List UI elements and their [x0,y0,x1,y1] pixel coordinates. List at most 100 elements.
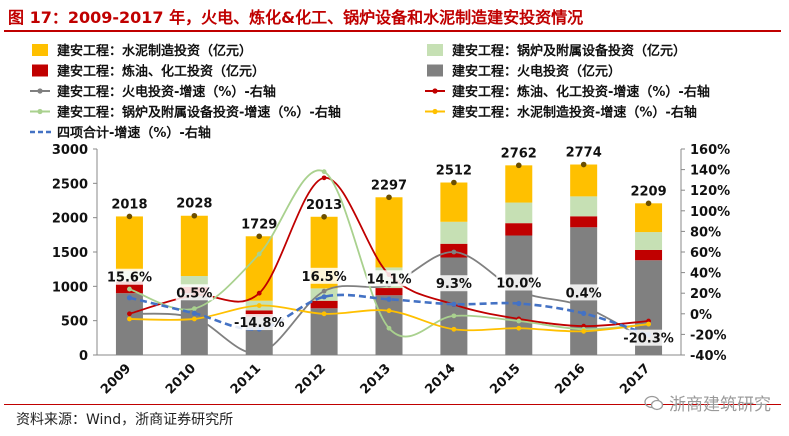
legend-marker-5 [432,88,438,94]
growth-label-bg-2011 [232,314,286,331]
bar-cement-2009 [115,216,143,271]
growth-point-2-2011 [256,251,262,257]
left-tick-label: 500 [61,315,88,330]
bar-cement-2014 [440,182,468,222]
bar-boiler-2017 [635,232,663,250]
bar-power-2013 [375,295,403,355]
right-tick-label: 100% [690,205,730,220]
right-tick-label: 120% [690,184,730,199]
total-label-2011: 1729 [241,217,277,232]
growth-point-2-2010 [191,306,197,312]
bar-cement-2016 [570,164,598,197]
growth-label-2014: 9.3% [436,277,472,292]
bar-cement-2013 [375,197,403,268]
bar-cement-2015 [505,165,533,203]
growth-point-0-2014 [451,249,457,255]
right-tick-label: 20% [690,287,721,302]
total-marker-2017 [645,200,652,207]
growth-point-4-2014 [451,301,457,307]
bar-boiler-2016 [570,196,598,217]
legend-swatch-2 [32,64,48,77]
right-tick-label: -40% [690,349,727,364]
total-label-2017: 2209 [630,184,666,199]
right-tick-label: 40% [690,267,721,282]
growth-point-3-2009 [127,316,132,322]
footer-rule [4,404,781,405]
growth-point-4-2015 [516,300,522,307]
total-marker-2012 [321,213,327,220]
watermark-text: 浙商建筑研究 [669,395,771,415]
legend-label-4: 建安工程：火电投资-增速（%）-右轴 [57,84,276,100]
growth-label-bg-2013 [366,270,412,287]
growth-label-2012: 16.5% [302,270,347,285]
growth-point-4-2009 [126,295,133,301]
legend-label-3: 建安工程：火电投资（亿元） [452,64,621,80]
legend-marker-6 [37,108,43,115]
growth-point-3-2015 [516,325,522,331]
legend-label-8: 四项合计-增速（%）-右轴 [57,125,211,141]
legend-label-2: 建安工程：炼油、化工投资（亿元） [57,64,265,80]
bar-refining-2013 [375,288,403,296]
total-label-2010: 2028 [176,197,212,212]
bar-refining-2011 [245,310,273,317]
growth-point-3-2016 [581,328,587,334]
growth-label-bg-2017 [622,329,675,346]
total-label-2013: 2297 [371,178,407,193]
bar-refining-2012 [310,300,338,309]
x-category-label-2014: 2014 [423,361,459,397]
bar-boiler-2014 [440,221,468,244]
growth-point-3-2010 [191,316,197,322]
growth-label-2015: 10.0% [496,277,541,292]
total-label-2009: 2018 [111,197,147,212]
bar-power-2009 [115,293,143,355]
bar-refining-2016 [570,216,598,228]
legend-swatch-3 [427,64,443,77]
bar-cement-2011 [245,236,273,301]
source-note: 资料来源：Wind，浙商证券研究所 [16,412,234,428]
legend-marker-4 [37,88,43,94]
growth-label-bg-2010 [175,284,213,301]
total-marker-2013 [386,194,392,201]
growth-point-4-2010 [191,310,197,316]
growth-point-3-2014 [451,326,457,332]
left-tick-label: 3000 [52,143,88,158]
left-tick-label: 2000 [52,212,88,227]
total-marker-2009 [126,213,133,220]
bar-boiler-2015 [505,202,533,224]
growth-point-2-2015 [516,318,522,324]
right-tick-label: 0% [690,308,712,323]
growth-label-2016: 0.4% [566,286,602,301]
growth-point-4-2012 [321,294,327,300]
growth-point-1-2009 [127,311,132,317]
growth-line-2 [129,169,649,338]
x-category-label-2010: 2010 [163,361,199,397]
growth-point-2-2009 [127,286,132,292]
growth-point-1-2011 [256,290,262,296]
growth-point-2-2012 [321,169,327,175]
bar-refining-2017 [635,249,663,261]
chart: 建安工程：水泥制造投资（亿元） 建安工程：锅炉及附属设备投资（亿元） 建安工程：炼油… [30,43,730,397]
x-category-label-2013: 2013 [358,361,394,397]
growth-label-bg-2012 [301,267,347,284]
total-label-2015: 2762 [501,146,537,161]
title-rule [4,30,781,32]
right-tick-label: 80% [690,225,721,240]
bar-refining-2015 [505,223,533,236]
right-tick-label: 60% [690,246,721,261]
total-marker-2015 [515,162,522,169]
growth-label-bg-2014 [435,275,473,292]
growth-label-2017: -20.3% [623,332,674,347]
x-category-label-2015: 2015 [487,361,523,397]
bar-cement-2010 [180,215,208,277]
bar-cement-2017 [635,203,663,233]
growth-point-0-2016 [581,304,587,309]
growth-line-1 [129,176,649,328]
growth-point-1-2012 [321,175,327,181]
growth-point-0-2011 [256,350,262,356]
growth-label-2013: 14.1% [366,272,411,287]
legend-label-5: 建安工程：炼油、化工投资-增速（%）-右轴 [452,84,710,100]
x-category-label-2009: 2009 [98,361,134,397]
growth-point-3-2012 [321,311,327,317]
bar-power-2015 [505,235,533,355]
legend-swatch-0 [32,44,48,56]
